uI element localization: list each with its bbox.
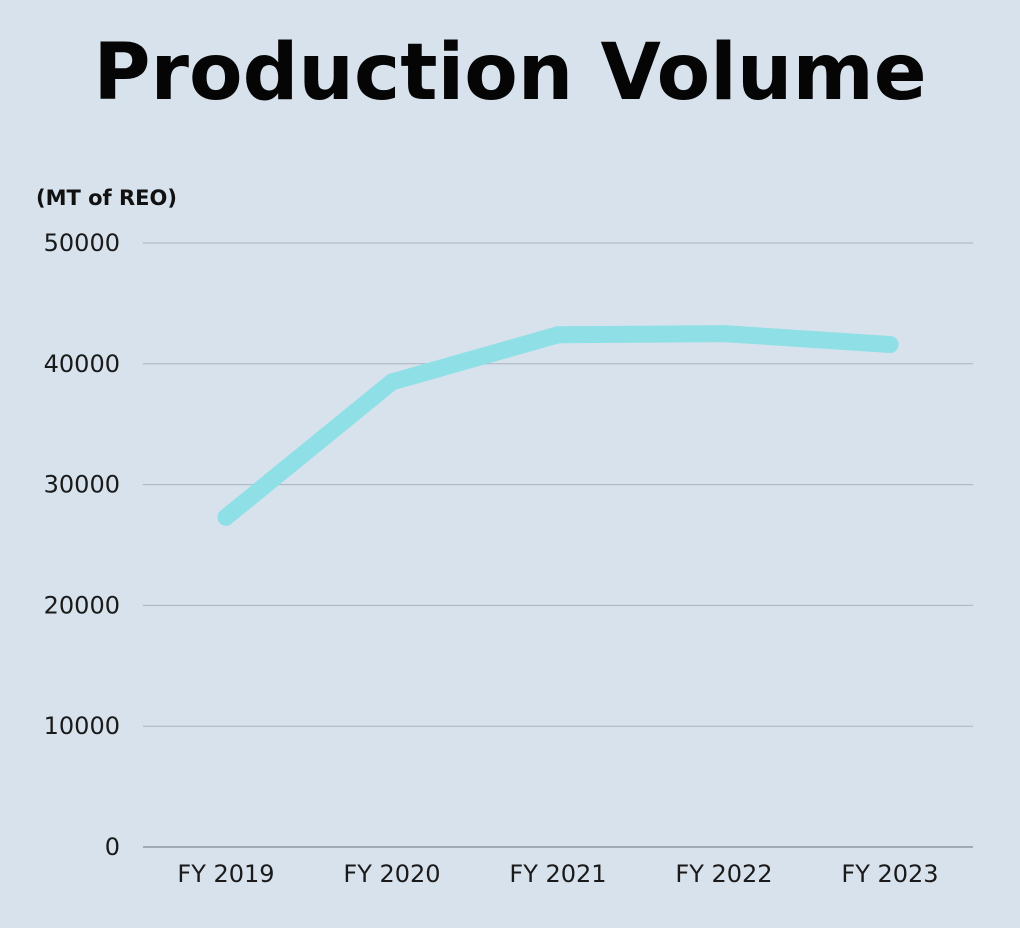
data-point [383, 373, 401, 391]
y-tick-label: 20000 [44, 591, 120, 619]
y-axis-unit-label: (MT of REO) [36, 186, 177, 210]
y-tick-label: 0 [105, 833, 120, 861]
data-point [881, 335, 899, 353]
x-tick-label: FY 2019 [177, 860, 274, 888]
data-point [549, 326, 567, 344]
chart-title: Production Volume [93, 28, 927, 118]
data-point [715, 325, 733, 343]
data-point [217, 508, 235, 526]
y-tick-label: 10000 [44, 712, 120, 740]
x-tick-label: FY 2021 [509, 860, 606, 888]
y-tick-label: 30000 [44, 471, 120, 499]
x-tick-label: FY 2022 [675, 860, 772, 888]
series-line [217, 325, 899, 526]
y-tick-label: 50000 [44, 229, 120, 257]
x-tick-label: FY 2020 [343, 860, 440, 888]
y-tick-label: 40000 [44, 350, 120, 378]
x-tick-label: FY 2023 [841, 860, 938, 888]
